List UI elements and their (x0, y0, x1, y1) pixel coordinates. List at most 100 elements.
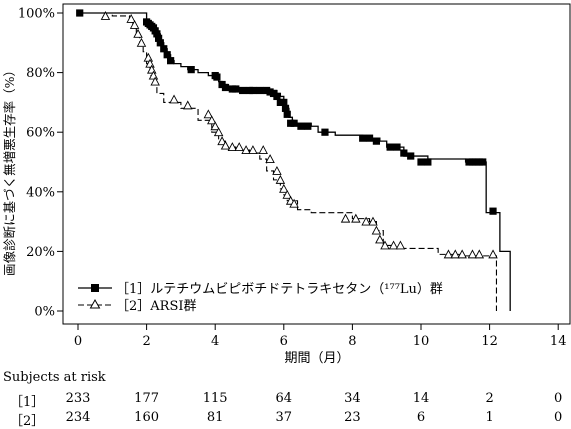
censor-marker-triangle (183, 100, 193, 110)
censor-marker-triangle (169, 94, 179, 104)
censor-marker-triangle (272, 165, 282, 175)
risk-count: 37 (275, 410, 293, 425)
risk-count: 233 (65, 391, 91, 406)
legend: ［1］ルテチウムビピボチドテトラキセタン（¹⁷⁷Lu）群 ［2］ARSI群 (78, 282, 443, 314)
censor-marker-square (213, 73, 221, 81)
censor-marker-triangle (443, 249, 454, 259)
censor-marker-square (407, 152, 415, 160)
censor-marker-triangle (450, 249, 461, 259)
censor-marker-triangle (289, 198, 299, 208)
plot-frame (62, 3, 571, 325)
censor-marker-triangle (220, 140, 231, 150)
censor-marker-triangle (371, 225, 382, 235)
risk-count: 1 (485, 410, 494, 425)
axes: 0 2 4 6 8 10 12 14 0% 20% 40% 60% 80% 100% (18, 7, 567, 350)
censor-marker-triangle (380, 240, 390, 250)
y-tick-label: 40% (26, 185, 55, 200)
censor-marker-square (153, 30, 161, 38)
x-tick-label: 6 (280, 334, 288, 349)
series-line-1 (78, 12, 511, 311)
y-tick-label: 100% (18, 7, 55, 22)
censor-marker-triangle (488, 249, 498, 259)
x-tick-label: 2 (142, 334, 150, 349)
censor-marker-triangle (126, 14, 136, 23)
censor-marker-square (155, 34, 163, 42)
risk-count: 34 (344, 391, 361, 406)
censor-marker-square (417, 158, 425, 166)
risk-count: 160 (134, 410, 159, 425)
censor-marker-triangle (150, 76, 160, 86)
censor-marker-triangle (143, 52, 154, 62)
censor-marker-triangle (100, 11, 111, 20)
x-tick-label: 12 (481, 334, 498, 349)
censor-marker-triangle (388, 240, 399, 250)
censor-marker-triangle (279, 183, 289, 193)
risk-table-header: Subjects at risk (3, 370, 106, 385)
censor-marker-square (321, 128, 329, 136)
censor-marker-square (365, 134, 374, 142)
y-axis-label: 画像診断に基づく無増悪生存率（%） (2, 64, 17, 276)
censor-marker-triangle (217, 136, 227, 146)
censor-marker-triangle (340, 213, 351, 223)
x-tick-label: 10 (413, 334, 430, 349)
censor-marker-square (359, 134, 367, 142)
risk-count: 23 (344, 410, 361, 425)
censor-marker-triangle (234, 142, 244, 152)
censor-marker-triangle (241, 145, 251, 155)
risk-count: 81 (206, 410, 224, 425)
x-tick-label: 14 (550, 334, 567, 349)
censor-marker-square (290, 119, 298, 127)
risk-count: 14 (412, 391, 430, 406)
censor-marker-triangle (282, 189, 292, 199)
censor-marker-square (187, 66, 195, 74)
censor-marker-triangle (203, 109, 214, 119)
censor-marker-triangle (368, 216, 378, 226)
censor-marker-triangle (265, 154, 275, 163)
censor-marker-triangle (227, 142, 238, 152)
censor-marker-square (393, 143, 401, 151)
legend-marker-2 (89, 298, 101, 309)
risk-row-label-1: ［1］ (10, 395, 45, 410)
x-tick-label: 0 (74, 334, 82, 349)
censor-marker-square (386, 143, 394, 151)
censor-marker-triangle (129, 19, 140, 29)
censor-marker-square (249, 86, 257, 95)
y-tick-label: 0% (34, 305, 55, 320)
risk-count: 115 (202, 391, 228, 406)
censor-marker-square (281, 104, 290, 112)
censor-marker-square (283, 110, 291, 118)
risk-row-label-2: ［2］ (10, 414, 45, 429)
censor-marker-triangle (375, 234, 385, 244)
censor-marker-square (163, 51, 171, 59)
censor-marker-triangle (361, 216, 371, 226)
legend-label-1: ［1］ルテチウムビピボチドテトラキセタン（¹⁷⁷Lu）群 (116, 282, 443, 297)
censor-marker-square (239, 86, 247, 95)
censor-marker-triangle (258, 145, 268, 155)
legend-marker-1 (91, 284, 99, 292)
censor-marker-square (256, 86, 264, 95)
y-tick-label: 60% (26, 126, 55, 141)
censor-marker-square (489, 207, 497, 215)
censor-marker-square (160, 45, 168, 53)
censor-marker-triangle (467, 249, 478, 259)
censor-marker-triangle (207, 115, 217, 125)
x-axis-label: 期間（月） (284, 351, 349, 366)
risk-count: 2 (485, 391, 494, 406)
censor-marker-triangle (351, 213, 361, 223)
survival-curves (76, 9, 511, 311)
censor-marker-triangle (133, 28, 143, 38)
y-tick-label: 80% (26, 66, 55, 81)
risk-count: 6 (416, 410, 426, 425)
censor-marker-triangle (395, 240, 406, 250)
censor-marker-square (424, 158, 432, 166)
censor-marker-square (156, 39, 164, 47)
censor-marker-square (167, 57, 175, 65)
censor-marker-square (232, 85, 240, 93)
x-tick-label: 4 (211, 334, 219, 349)
censor-marker-square (273, 92, 281, 101)
legend-label-2: ［2］ARSI群 (116, 299, 197, 314)
censor-marker-triangle (248, 145, 258, 155)
censor-marker-square (280, 98, 288, 106)
censor-marker-square (372, 137, 381, 145)
